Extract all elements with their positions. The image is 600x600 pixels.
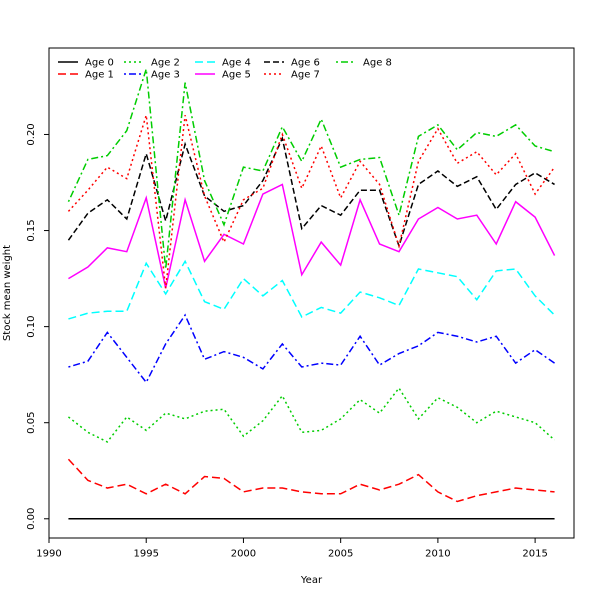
legend-label-age-4: Age 4 [222,58,251,69]
legend-label-age-7: Age 7 [291,70,320,81]
plot-frame [48,47,575,539]
x-tick-label: 1990 [36,548,61,559]
y-axis: 0.00 0.05 0.10 0.15 0.20 [26,123,49,530]
series-line-age-4 [68,259,556,320]
y-axis-title: Stock mean weight [2,245,13,341]
series-line-age-7 [67,115,556,289]
series-line-age-8 [67,68,555,270]
x-axis-title: Year [300,575,323,586]
x-axis: 1990 1995 2000 2005 2010 2015 [36,538,548,559]
series-line-age-6 [67,135,555,249]
x-tick-label: 2015 [522,548,547,559]
series-layer [67,68,556,520]
y-tick-label: 0.05 [26,412,37,434]
legend-label-age-6: Age 6 [291,58,320,69]
legend-label-age-5: Age 5 [222,70,251,81]
legend-label-age-0: Age 0 [85,58,114,69]
x-tick-label: 1995 [133,548,158,559]
y-tick-label: 0.20 [26,123,37,145]
x-tick-label: 2005 [328,548,353,559]
legend-label-age-2: Age 2 [151,58,180,69]
series-line-age-1 [67,458,555,503]
legend-label-age-8: Age 8 [363,58,392,69]
legend-label-age-3: Age 3 [151,70,180,81]
x-tick-label: 2000 [231,548,256,559]
series-line-age-5 [68,183,556,289]
legend-label-age-1: Age 1 [85,70,114,81]
series-line-age-2 [67,386,556,443]
y-tick-label: 0.00 [26,508,37,530]
y-tick-label: 0.10 [26,315,37,337]
x-tick-label: 2010 [425,548,450,559]
series-line-age-3 [68,313,555,384]
y-tick-label: 0.15 [26,219,37,241]
